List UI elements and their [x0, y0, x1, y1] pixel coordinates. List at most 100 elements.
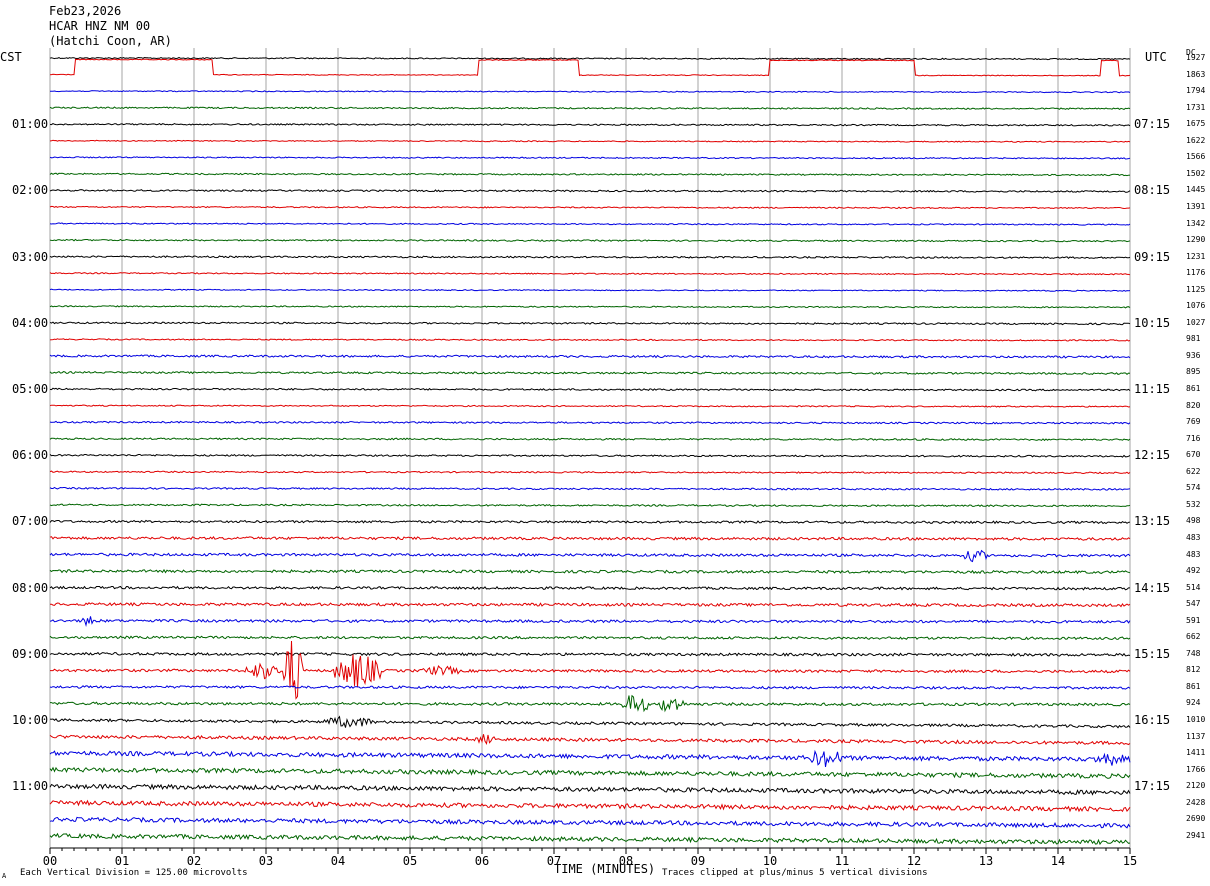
clip-note: Traces clipped at plus/minus 5 vertical … — [662, 868, 928, 878]
seismic-trace — [49, 616, 1131, 628]
seismic-trace — [49, 585, 1130, 591]
x-tick-label: 05 — [403, 854, 417, 868]
dc-offset-label: 1125 — [1186, 284, 1206, 294]
dc-offset-label: 1010 — [1186, 715, 1206, 724]
dc-offset-label: 1027 — [1186, 317, 1206, 327]
x-tick-label: 09 — [691, 854, 705, 868]
seismic-trace — [49, 568, 1131, 575]
scale-note: Each Vertical Division = 125.00 microvol… — [20, 868, 248, 878]
seismic-traces — [49, 56, 1131, 846]
cst-hour-label: 07:00 — [12, 514, 49, 529]
seismic-trace — [49, 338, 1131, 342]
dc-offset-label: 1231 — [1186, 251, 1206, 261]
seismic-trace — [49, 734, 1131, 746]
seismic-trace — [49, 715, 1131, 729]
seismic-trace — [49, 222, 1131, 226]
seismic-trace — [49, 549, 1131, 563]
seismic-trace — [49, 799, 1131, 813]
dc-offset-label: 1290 — [1186, 235, 1206, 245]
dc-offset-label: 622 — [1186, 466, 1201, 476]
dc-offset-label: 1566 — [1186, 152, 1206, 162]
dc-offset-label: 532 — [1186, 499, 1201, 509]
corner-mark: A — [2, 872, 7, 880]
x-tick-label: 06 — [475, 854, 489, 868]
seismic-trace — [49, 106, 1131, 111]
seismic-trace — [49, 749, 1131, 767]
cst-hour-label: 06:00 — [12, 448, 49, 463]
dc-offset-label: 1675 — [1186, 119, 1206, 129]
utc-hour-label: 13:15 — [1134, 514, 1171, 529]
dc-offset-label: 2690 — [1186, 814, 1206, 824]
seismic-trace — [49, 354, 1131, 359]
seismic-trace — [49, 272, 1131, 276]
dc-offset-label: 861 — [1186, 681, 1201, 691]
seismic-trace — [49, 783, 1131, 796]
cst-hour-label: 08:00 — [12, 580, 49, 595]
utc-hour-label: 08:15 — [1134, 183, 1171, 198]
x-tick-label: 01 — [115, 854, 129, 868]
cst-hour-label: 02:00 — [12, 183, 49, 198]
dc-offset-label: 483 — [1186, 532, 1201, 542]
utc-hour-label: 07:15 — [1134, 117, 1171, 132]
seismic-trace — [49, 255, 1131, 259]
seismic-trace — [49, 387, 1131, 392]
seismic-trace — [49, 305, 1131, 309]
seismic-trace — [49, 486, 1131, 491]
seismic-trace — [49, 816, 1131, 829]
seismic-trace — [49, 288, 1131, 292]
cst-hour-label: 05:00 — [12, 382, 49, 396]
utc-hour-label: 12:15 — [1134, 448, 1171, 463]
x-tick-label: 12 — [907, 854, 921, 868]
dc-offset-label: 716 — [1186, 433, 1201, 443]
dc-offset-label: 1927 — [1186, 53, 1206, 62]
dc-offset-label: 492 — [1186, 566, 1201, 576]
seismic-trace — [49, 503, 1131, 508]
seismic-trace — [49, 470, 1131, 475]
dc-offset-label: 591 — [1186, 615, 1201, 625]
seismic-trace — [50, 90, 1131, 94]
dc-offset-label: 514 — [1186, 582, 1201, 592]
right-timezone-label: UTC — [1145, 50, 1167, 64]
x-axis-title: TIME (MINUTES) — [554, 862, 656, 876]
dc-offset-label: 483 — [1186, 549, 1201, 559]
x-tick-label: 04 — [331, 854, 345, 868]
dc-offset-label: 1411 — [1186, 748, 1206, 758]
seismic-trace — [49, 56, 1131, 61]
x-tick-label: 13 — [979, 854, 993, 868]
seismic-trace — [49, 437, 1131, 442]
seismic-trace — [49, 172, 1131, 177]
header-location: (Hatchi Coon, AR) — [49, 34, 172, 48]
seismic-trace — [49, 189, 1131, 193]
header-station: HCAR HNZ NM 00 — [49, 19, 151, 33]
cst-hour-label: 10:00 — [12, 713, 49, 727]
dc-offset-label: 895 — [1186, 367, 1201, 377]
dc-offset-label: 1731 — [1186, 102, 1206, 112]
utc-hour-label: 11:15 — [1134, 382, 1171, 396]
dc-offset-label: 547 — [1186, 599, 1201, 609]
utc-hour-label: 09:15 — [1134, 249, 1171, 264]
x-tick-label: 00 — [43, 854, 57, 868]
seismic-trace — [49, 123, 1131, 127]
seismic-trace — [49, 370, 1131, 375]
x-tick-label: 08 — [619, 854, 633, 868]
x-tick-label: 02 — [187, 854, 201, 868]
dc-offset-label: 861 — [1186, 384, 1201, 393]
x-tick-label: 15 — [1123, 854, 1137, 868]
seismic-trace — [49, 832, 1131, 846]
dc-offset-label: 574 — [1186, 483, 1201, 493]
seismic-trace — [50, 601, 1131, 608]
cst-hour-label: 01:00 — [12, 117, 49, 132]
dc-offset-label: 2428 — [1186, 797, 1206, 807]
dc-offset-label: 1622 — [1186, 135, 1206, 145]
dc-offset-label: 1863 — [1186, 69, 1206, 79]
header-date: Feb23,2026 — [49, 4, 122, 18]
seismic-trace — [49, 420, 1131, 425]
seismic-trace — [50, 694, 1131, 713]
seismic-trace — [49, 58, 1131, 77]
dc-offset-label: 1076 — [1186, 301, 1206, 311]
dc-offset-label: 924 — [1186, 698, 1201, 708]
cst-hour-label: 09:00 — [12, 646, 49, 661]
seismic-trace — [49, 635, 1131, 641]
x-tick-label: 10 — [763, 854, 777, 868]
